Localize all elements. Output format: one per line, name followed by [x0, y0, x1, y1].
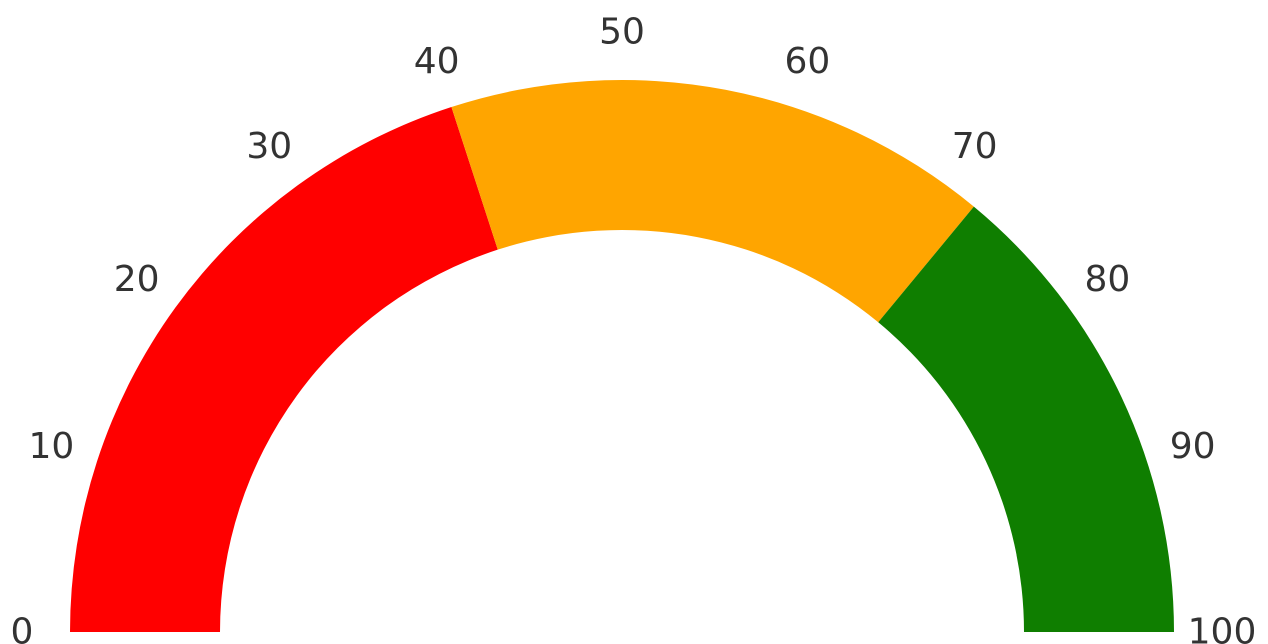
gauge-tick-labels: 0 10 20 30 40 50 60 70 80 90 100 — [11, 12, 1257, 644]
gauge-band-2 — [451, 79, 974, 323]
tick-label: 10 — [28, 426, 74, 467]
gauge-band-3 — [878, 206, 1174, 632]
gauge-band-1 — [70, 107, 498, 633]
tick-label: 0 — [11, 612, 34, 644]
tick-label: 90 — [1170, 426, 1216, 467]
tick-label: 70 — [952, 126, 998, 167]
tick-label: 80 — [1084, 259, 1130, 300]
tick-label: 60 — [784, 41, 830, 82]
gauge-bands — [70, 79, 1174, 633]
tick-label: 30 — [246, 126, 292, 167]
tick-label: 40 — [414, 41, 460, 82]
tick-label: 20 — [114, 259, 160, 300]
tick-label: 100 — [1188, 612, 1257, 644]
tick-label: 50 — [599, 12, 645, 53]
